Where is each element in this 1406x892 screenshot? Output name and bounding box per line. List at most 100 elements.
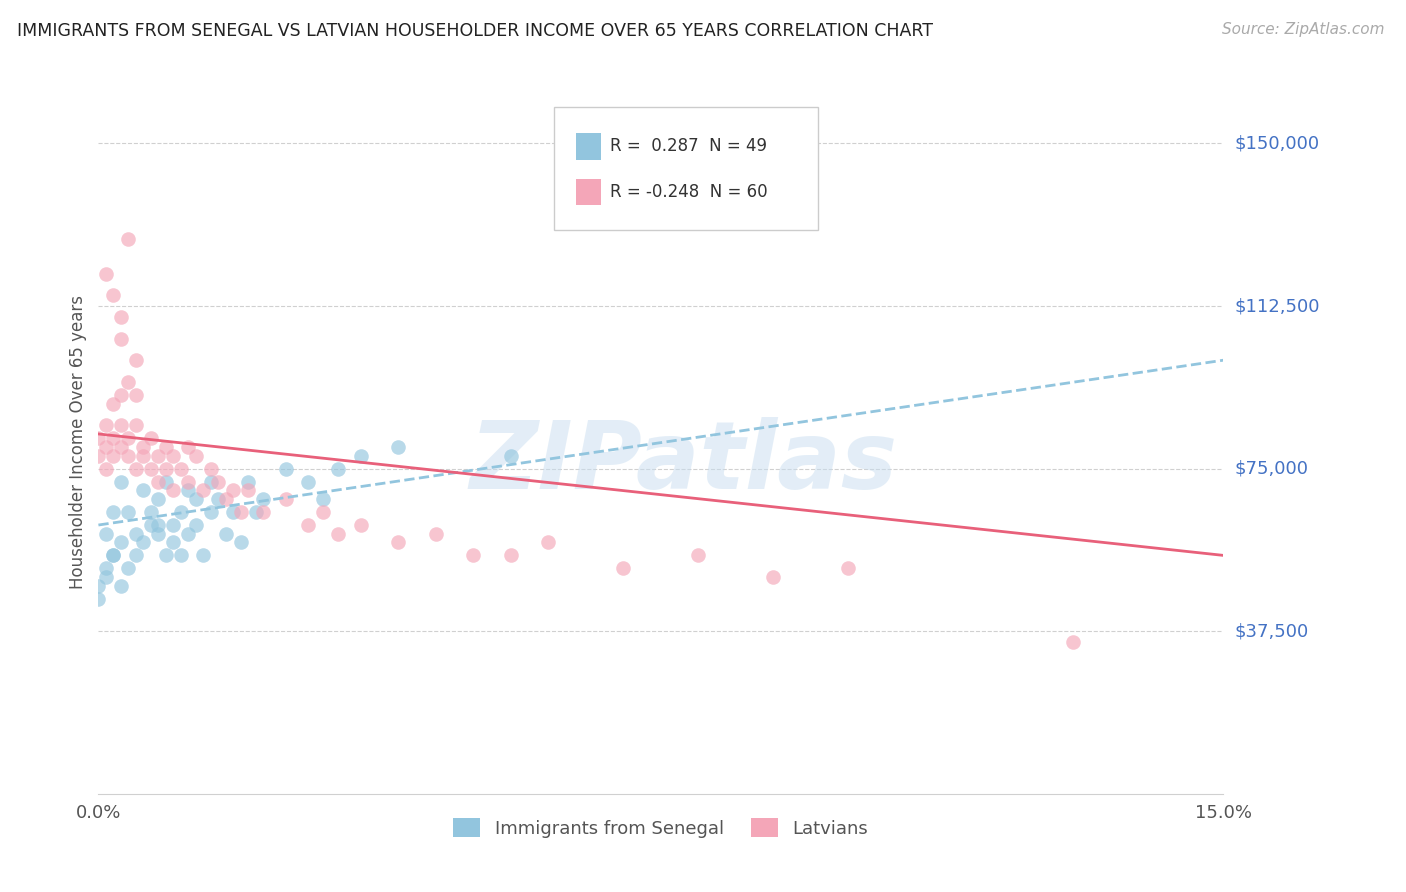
Point <box>170 505 193 519</box>
Point <box>170 461 193 475</box>
Text: R =  0.287  N = 49: R = 0.287 N = 49 <box>610 137 768 155</box>
FancyBboxPatch shape <box>576 178 602 205</box>
Point <box>193 549 215 563</box>
Point <box>125 549 148 563</box>
Point <box>177 440 200 454</box>
Point <box>252 491 274 506</box>
Point <box>87 431 110 445</box>
FancyBboxPatch shape <box>554 107 818 230</box>
Text: $37,500: $37,500 <box>1234 623 1309 640</box>
Point <box>110 418 132 433</box>
Point <box>155 549 177 563</box>
Point <box>117 232 139 246</box>
Point <box>162 518 184 533</box>
Point <box>297 475 319 489</box>
Point <box>184 518 207 533</box>
Text: R = -0.248  N = 60: R = -0.248 N = 60 <box>610 183 768 201</box>
Point <box>139 461 162 475</box>
Point <box>125 526 148 541</box>
Point <box>162 483 184 498</box>
Point <box>117 375 139 389</box>
Point <box>132 483 155 498</box>
Point <box>117 431 139 445</box>
Point <box>207 491 229 506</box>
Point <box>328 461 350 475</box>
Point <box>200 505 222 519</box>
Point <box>177 526 200 541</box>
Point <box>117 449 139 463</box>
Point <box>94 461 117 475</box>
Point <box>177 475 200 489</box>
Legend: Immigrants from Senegal, Latvians: Immigrants from Senegal, Latvians <box>446 811 876 845</box>
Point <box>155 475 177 489</box>
Point <box>222 505 245 519</box>
Point <box>87 449 110 463</box>
Point <box>1062 635 1084 649</box>
Point <box>132 449 155 463</box>
Point <box>110 332 132 346</box>
Point <box>94 267 117 281</box>
Point <box>162 449 184 463</box>
Point <box>215 526 238 541</box>
Point <box>94 440 117 454</box>
Point <box>103 449 125 463</box>
Point <box>94 418 117 433</box>
Point <box>110 310 132 324</box>
Point <box>387 440 409 454</box>
Point <box>162 535 184 549</box>
Point <box>148 518 170 533</box>
Point <box>125 388 148 402</box>
Point <box>463 549 485 563</box>
Point <box>103 288 125 302</box>
Point <box>148 449 170 463</box>
Point <box>103 396 125 410</box>
Point <box>110 388 132 402</box>
Point <box>297 518 319 533</box>
Point <box>132 440 155 454</box>
Point <box>688 549 710 563</box>
Point <box>94 561 117 575</box>
Point <box>537 535 560 549</box>
Point <box>117 561 139 575</box>
Point <box>193 483 215 498</box>
Point <box>274 491 297 506</box>
Point <box>184 449 207 463</box>
Point <box>274 461 297 475</box>
Point <box>312 505 335 519</box>
Text: Source: ZipAtlas.com: Source: ZipAtlas.com <box>1222 22 1385 37</box>
FancyBboxPatch shape <box>576 133 602 160</box>
Point <box>612 561 634 575</box>
Point <box>139 431 162 445</box>
Point <box>499 549 522 563</box>
Point <box>103 431 125 445</box>
Point <box>200 461 222 475</box>
Point <box>103 549 125 563</box>
Point <box>155 440 177 454</box>
Point <box>170 549 193 563</box>
Text: ZIPatlas: ZIPatlas <box>470 417 897 508</box>
Point <box>132 535 155 549</box>
Point <box>184 491 207 506</box>
Text: IMMIGRANTS FROM SENEGAL VS LATVIAN HOUSEHOLDER INCOME OVER 65 YEARS CORRELATION : IMMIGRANTS FROM SENEGAL VS LATVIAN HOUSE… <box>17 22 932 40</box>
Point <box>87 591 110 606</box>
Point <box>200 475 222 489</box>
Point <box>425 526 447 541</box>
Text: $75,000: $75,000 <box>1234 459 1309 477</box>
Point <box>103 505 125 519</box>
Point <box>252 505 274 519</box>
Point <box>837 561 859 575</box>
Point <box>238 475 260 489</box>
Point <box>148 491 170 506</box>
Point <box>312 491 335 506</box>
Point <box>148 475 170 489</box>
Point <box>139 518 162 533</box>
Point <box>350 449 373 463</box>
Point <box>110 535 132 549</box>
Point <box>110 440 132 454</box>
Point <box>103 549 125 563</box>
Point <box>94 526 117 541</box>
Point <box>207 475 229 489</box>
Point <box>117 505 139 519</box>
Point <box>762 570 785 584</box>
Point <box>177 483 200 498</box>
